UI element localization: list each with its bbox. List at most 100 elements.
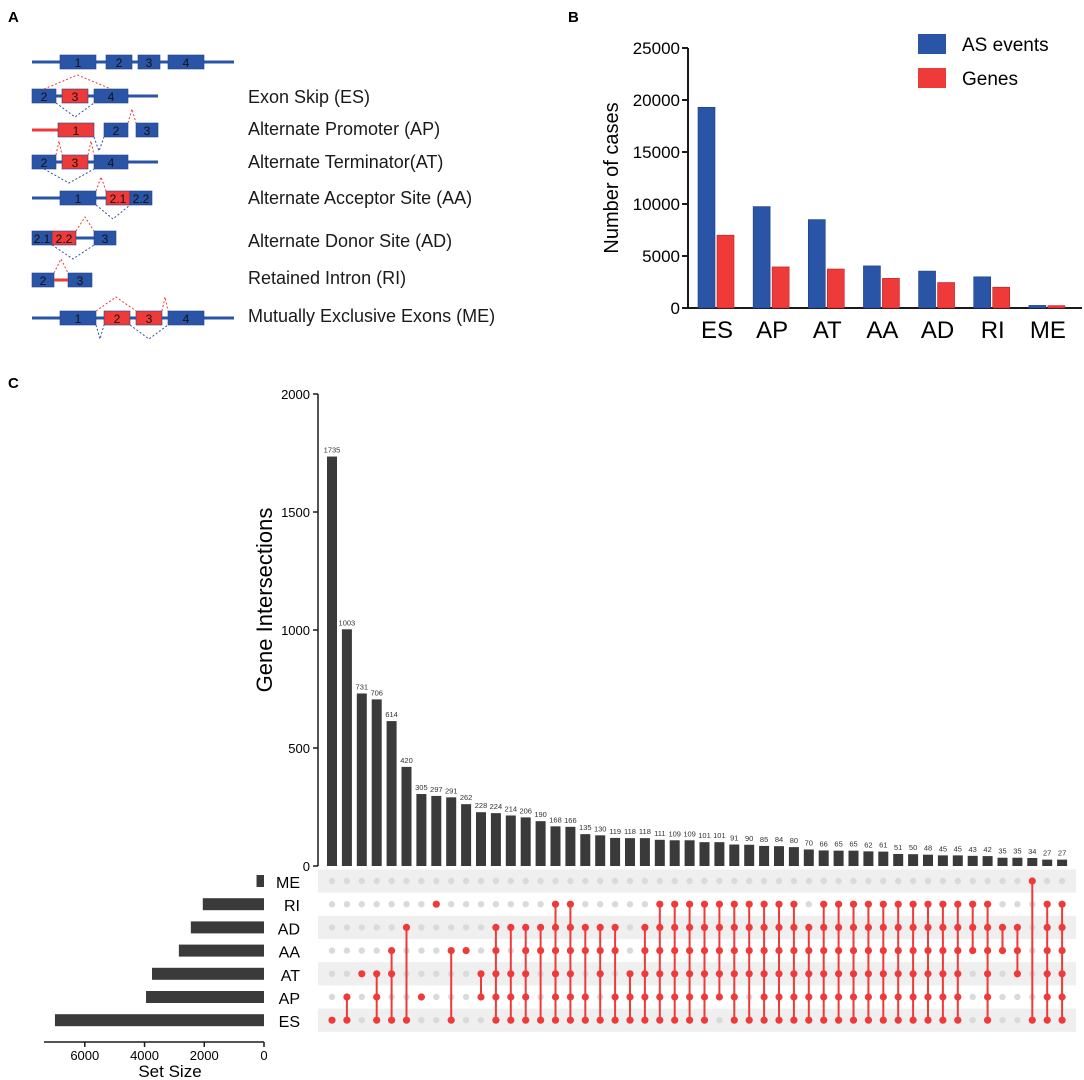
ap-exon-3 <box>135 122 159 138</box>
bar-RI-as-events <box>973 276 992 309</box>
matrix-dot-on <box>894 947 902 955</box>
y-tick-label: 5000 <box>642 247 680 266</box>
matrix-dot-off <box>448 924 455 931</box>
at-exon-4 <box>93 154 129 170</box>
matrix-dot-on <box>864 970 873 978</box>
matrix-dot-on <box>522 970 530 978</box>
ad-exon-3-label: 3 <box>102 232 109 246</box>
matrix-dot-off <box>433 924 440 931</box>
matrix-dot-on <box>820 993 828 1001</box>
matrix-dot-on <box>686 993 694 1001</box>
es-exon-3 <box>61 88 89 104</box>
matrix-dot-off <box>343 901 351 908</box>
intersection-y-tick-label: 2000 <box>281 387 310 402</box>
es-skip <box>55 102 95 118</box>
set-label: AD <box>278 921 300 938</box>
y-tick-label: 15000 <box>633 143 680 162</box>
intersection-bar-label: 35 <box>998 847 1006 856</box>
intersection-bar-label: 101 <box>698 831 711 840</box>
matrix-dot-off <box>433 993 440 1001</box>
set-label: RI <box>284 898 300 915</box>
matrix-dot-on <box>879 923 887 932</box>
matrix-dot-off <box>626 947 634 954</box>
intersection-bar-label: 731 <box>356 682 369 691</box>
matrix-dot-on <box>611 1016 619 1024</box>
x-tick-label: ES <box>701 317 733 344</box>
matrix-dot-on <box>730 970 738 978</box>
at-junction-3 <box>43 168 95 184</box>
matrix-dot-on <box>954 970 962 978</box>
me-exon-2-label: 2 <box>114 312 121 326</box>
matrix-dot-off <box>343 877 351 885</box>
matrix-dot-on <box>939 900 947 908</box>
matrix-dot-on <box>551 1016 560 1024</box>
gene-model-exon-3-label: 3 <box>146 56 153 70</box>
intersection-bar <box>446 797 457 866</box>
matrix-dot-on <box>566 900 575 908</box>
set-size-tick-label: 6000 <box>70 1048 99 1063</box>
matrix-dot-on <box>1013 970 1022 978</box>
panel-label-b: B <box>568 9 579 26</box>
intersection-bar-label: 34 <box>1028 847 1036 856</box>
intersection-bar <box>341 629 352 866</box>
matrix-dot-on <box>641 923 649 932</box>
matrix-dot-off <box>969 970 976 977</box>
matrix-dot-off <box>626 901 634 908</box>
set-size-tick-label: 4000 <box>130 1048 159 1063</box>
intersection-bar-label: 706 <box>370 688 383 697</box>
matrix-dot-off <box>373 924 380 931</box>
matrix-dot-on <box>939 993 947 1001</box>
matrix-dot-off <box>433 947 440 954</box>
matrix-dot-on <box>686 900 694 908</box>
matrix-dot-off <box>477 924 485 931</box>
intersection-bar <box>461 804 472 866</box>
intersection-bar-label: 42 <box>983 845 991 854</box>
me-exon-3-label: 3 <box>146 312 153 326</box>
intersection-bar <box>535 821 546 866</box>
matrix-dot-on <box>700 947 709 955</box>
intersection-bar-label: 291 <box>445 786 458 795</box>
event-label: Mutually Exclusive Exons (ME) <box>248 306 495 326</box>
matrix-dot-off <box>671 877 678 885</box>
matrix-dot-off <box>492 877 500 885</box>
aa-exon-1-label: 1 <box>75 192 82 206</box>
matrix-dot-on <box>879 970 887 978</box>
matrix-dot-on <box>656 970 664 978</box>
event-label: Alternate Promoter (AP) <box>248 119 440 139</box>
matrix-dot-on <box>835 900 843 908</box>
intersection-bar-label: 45 <box>939 844 947 853</box>
matrix-dot-off <box>418 877 425 885</box>
es-inclusion <box>43 74 112 90</box>
matrix-dot-on <box>730 900 738 908</box>
matrix-dot-off <box>969 993 976 1001</box>
ap-exon-2 <box>103 122 129 138</box>
matrix-dot-off <box>343 970 351 977</box>
intersection-bar-label: 27 <box>1043 849 1051 858</box>
gene-model-exon-3 <box>137 54 161 70</box>
matrix-dot-off <box>328 947 336 954</box>
intersection-bar <box>833 850 844 866</box>
ap-junction-2 <box>127 107 137 124</box>
bar-ME-genes <box>1047 305 1066 309</box>
intersection-y-axis-title: Gene Intersections <box>252 508 277 693</box>
intersection-bar-label: 420 <box>400 756 413 765</box>
matrix-dot-on <box>388 970 396 978</box>
aa-junction-2 <box>95 204 131 220</box>
matrix-dot-off <box>716 877 723 885</box>
set-size-bar-es <box>54 1014 264 1027</box>
at-exon-3-label: 3 <box>72 156 79 170</box>
gene-model-exon-1 <box>59 54 97 70</box>
matrix-dot-on <box>492 1016 500 1024</box>
matrix-dot-on <box>388 1016 396 1024</box>
matrix-dot-on <box>939 970 947 978</box>
intersection-bar <box>908 854 919 866</box>
matrix-dot-on <box>641 947 649 955</box>
matrix-dot-on <box>984 900 992 908</box>
matrix-band <box>318 869 1076 893</box>
intersection-bar <box>863 851 874 866</box>
matrix-dot-off <box>626 924 634 931</box>
intersection-bar <box>1042 859 1053 866</box>
matrix-dot-on <box>671 923 679 932</box>
event-label: Alternate Acceptor Site (AA) <box>248 188 472 208</box>
intersection-bar <box>788 847 799 866</box>
